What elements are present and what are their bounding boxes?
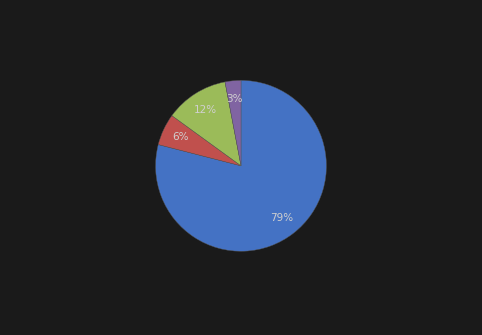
Text: 79%: 79% xyxy=(270,213,294,223)
Wedge shape xyxy=(158,116,241,166)
Wedge shape xyxy=(172,82,241,166)
Text: 6%: 6% xyxy=(173,132,189,142)
Text: 12%: 12% xyxy=(194,105,217,115)
Wedge shape xyxy=(225,80,241,166)
Text: 3%: 3% xyxy=(227,94,243,105)
Wedge shape xyxy=(156,80,326,251)
